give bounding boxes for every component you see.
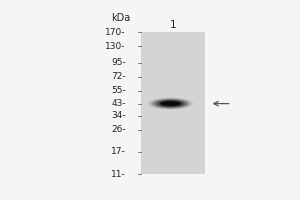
Text: 55-: 55- (111, 86, 126, 95)
Text: 72-: 72- (111, 72, 126, 81)
Ellipse shape (148, 98, 194, 110)
Ellipse shape (164, 102, 178, 105)
Text: 130-: 130- (105, 42, 126, 51)
Text: 1: 1 (169, 20, 176, 30)
Text: 43-: 43- (111, 99, 126, 108)
Ellipse shape (150, 98, 191, 109)
Ellipse shape (157, 100, 184, 107)
Text: 26-: 26- (111, 125, 126, 134)
Ellipse shape (152, 99, 189, 108)
Ellipse shape (159, 101, 182, 107)
Text: 95-: 95- (111, 58, 126, 67)
Ellipse shape (168, 103, 173, 104)
Ellipse shape (160, 101, 181, 106)
Ellipse shape (166, 102, 175, 105)
Text: 170-: 170- (105, 28, 126, 37)
Text: 17-: 17- (111, 147, 126, 156)
Ellipse shape (154, 99, 187, 108)
Text: 11-: 11- (111, 170, 126, 179)
Text: kDa: kDa (112, 13, 131, 23)
Ellipse shape (161, 101, 180, 106)
Bar (141, 32, 205, 174)
Text: 34-: 34- (111, 111, 126, 120)
